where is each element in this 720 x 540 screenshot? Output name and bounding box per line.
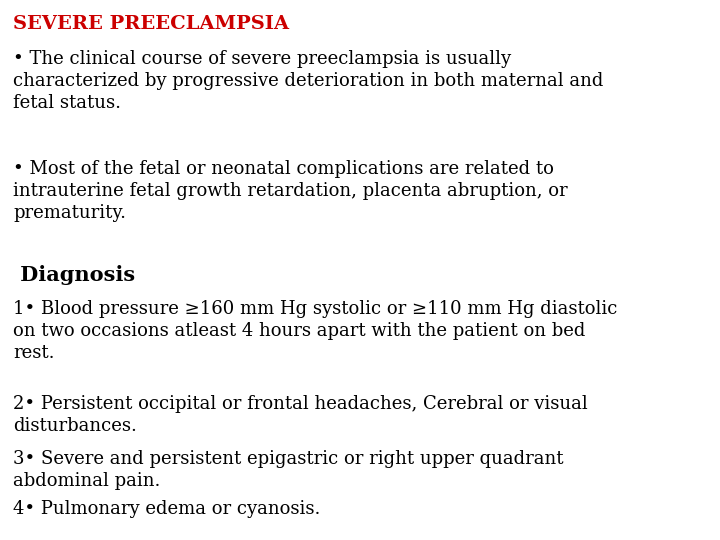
Text: 4• Pulmonary edema or cyanosis.: 4• Pulmonary edema or cyanosis. — [13, 500, 320, 518]
Text: • The clinical course of severe preeclampsia is usually
characterized by progres: • The clinical course of severe preeclam… — [13, 50, 603, 112]
Text: • Most of the fetal or neonatal complications are related to
intrauterine fetal : • Most of the fetal or neonatal complica… — [13, 160, 567, 222]
Text: 2• Persistent occipital or frontal headaches, Cerebral or visual
disturbances.: 2• Persistent occipital or frontal heada… — [13, 395, 588, 435]
Text: Diagnosis: Diagnosis — [13, 265, 135, 285]
Text: SEVERE PREECLAMPSIA: SEVERE PREECLAMPSIA — [13, 15, 289, 33]
Text: 3• Severe and persistent epigastric or right upper quadrant
abdominal pain.: 3• Severe and persistent epigastric or r… — [13, 450, 564, 490]
Text: 1• Blood pressure ≥160 mm Hg systolic or ≥110 mm Hg diastolic
on two occasions a: 1• Blood pressure ≥160 mm Hg systolic or… — [13, 300, 617, 362]
